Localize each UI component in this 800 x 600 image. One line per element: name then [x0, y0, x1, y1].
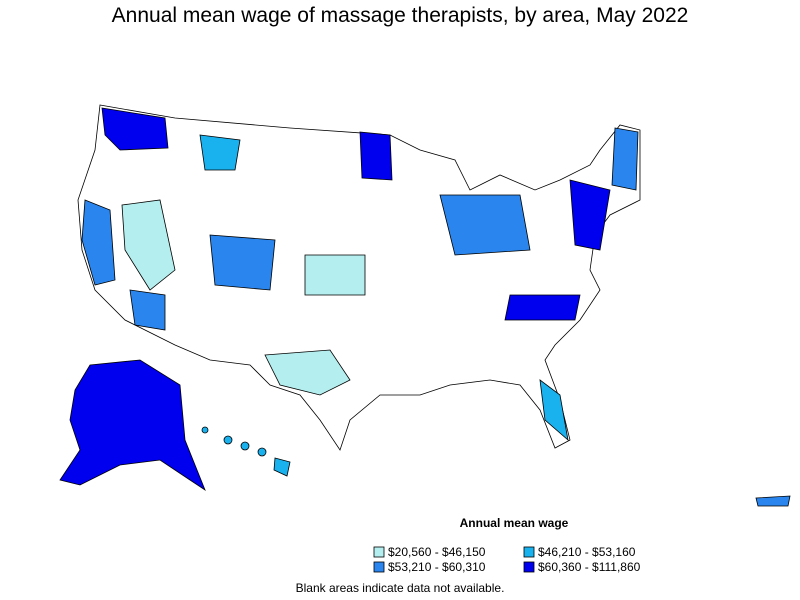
region [129, 289, 166, 331]
region [504, 294, 581, 321]
region [199, 134, 241, 171]
region [264, 349, 351, 396]
legend-swatch [373, 561, 385, 573]
region [101, 107, 169, 151]
legend-label: $46,210 - $53,160 [538, 545, 636, 559]
hawaii [240, 441, 250, 451]
map [59, 104, 791, 507]
hawaii [257, 447, 267, 457]
region [611, 127, 639, 191]
alaska [59, 359, 206, 492]
legend-swatch [523, 561, 535, 573]
region [121, 199, 176, 291]
region [569, 179, 611, 251]
region [209, 234, 276, 291]
hawaii [223, 435, 233, 445]
hawaii [201, 426, 209, 434]
legend-label: $20,560 - $46,150 [388, 545, 486, 559]
hawaii [273, 457, 291, 477]
legend-swatch [523, 546, 535, 558]
region [539, 379, 569, 442]
puerto-rico [755, 495, 791, 507]
region [439, 194, 531, 256]
legend: $20,560 - $46,150 $46,210 - $53,160 $53,21… [373, 545, 641, 574]
region [81, 199, 116, 286]
region [304, 254, 366, 296]
legend-label: $60,360 - $111,860 [538, 560, 641, 574]
map-title: Annual mean wage of massage therapists, … [112, 4, 689, 27]
legend-title: Annual mean wage [460, 516, 569, 530]
legend-label: $53,210 - $60,310 [388, 560, 486, 574]
footnote: Blank areas indicate data not available. [296, 581, 505, 595]
legend-swatch [373, 546, 385, 558]
region [359, 131, 393, 181]
